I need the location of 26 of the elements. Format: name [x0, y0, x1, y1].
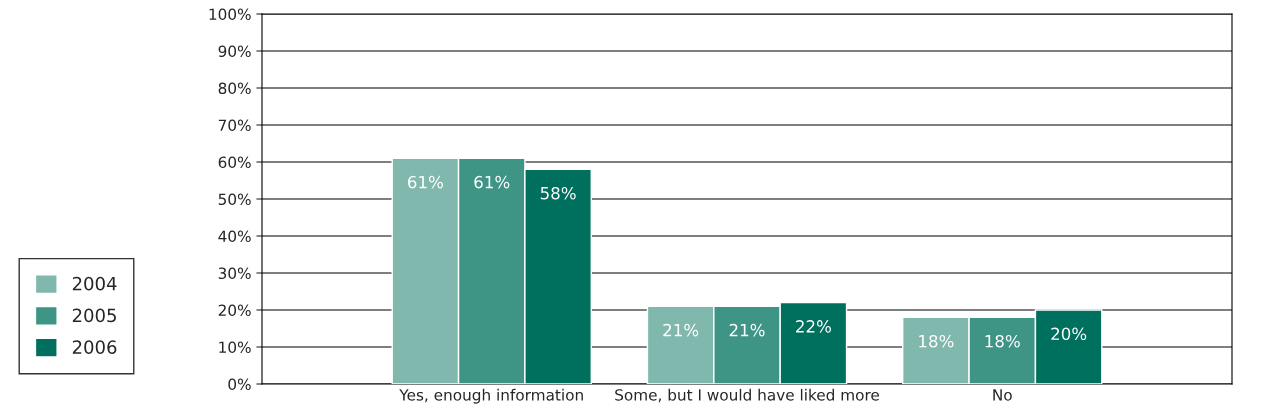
y-tick-label: 10%: [219, 341, 251, 354]
data-label: 20%: [1051, 327, 1087, 341]
data-label: 18%: [919, 334, 954, 348]
y-tick-label: 50%: [218, 193, 251, 206]
y-tick-label: 20%: [218, 304, 251, 317]
data-label: 61%: [474, 175, 510, 189]
legend-label: 2005: [72, 308, 116, 323]
legend-label: 2006: [72, 340, 117, 354]
y-tick-label: 90%: [218, 45, 251, 58]
y-tick-label: 70%: [218, 119, 251, 132]
data-label: 21%: [663, 323, 699, 337]
y-tick-label: 100%: [209, 8, 251, 21]
data-label: 21%: [729, 323, 765, 337]
y-tick-label: 40%: [218, 230, 251, 243]
x-tick-label: No: [993, 389, 1012, 401]
data-label: 18%: [985, 334, 1020, 348]
x-tick-label: Yes, enough information: [399, 388, 583, 404]
data-label: 61%: [408, 175, 443, 189]
y-tick-label: 60%: [218, 156, 251, 169]
y-tick-label: 0%: [228, 378, 251, 391]
data-label: 58%: [540, 186, 576, 200]
y-tick-label: 80%: [218, 82, 251, 95]
y-tick-label: 30%: [218, 267, 251, 280]
data-label: 22%: [796, 320, 831, 333]
x-tick-label: Some, but I would have liked more: [615, 388, 879, 403]
legend-label: 2004: [72, 276, 117, 291]
